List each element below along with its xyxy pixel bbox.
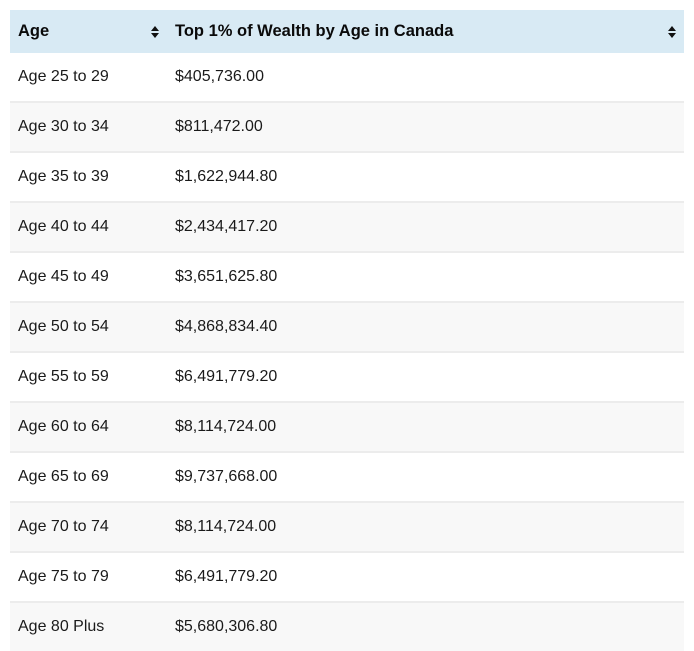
table-body: Age 25 to 29 $405,736.00 Age 30 to 34 $8… [10,53,684,651]
wealth-value-cell: $811,472.00 [167,101,684,152]
age-cell: Age 60 to 64 [10,401,167,452]
wealth-value-cell: $3,651,625.80 [167,251,684,302]
table-row: Age 80 Plus $5,680,306.80 [10,601,684,651]
table-row: Age 30 to 34 $811,472.00 [10,101,684,152]
table-row: Age 75 to 79 $6,491,779.20 [10,551,684,602]
age-cell: Age 45 to 49 [10,251,167,302]
table-row: Age 60 to 64 $8,114,724.00 [10,401,684,452]
wealth-value-cell: $2,434,417.20 [167,201,684,252]
age-cell: Age 35 to 39 [10,151,167,202]
table-row: Age 40 to 44 $2,434,417.20 [10,201,684,252]
age-cell: Age 25 to 29 [10,53,167,102]
age-cell: Age 30 to 34 [10,101,167,152]
sort-down-arrow-icon [151,32,159,38]
table-row: Age 50 to 54 $4,868,834.40 [10,301,684,352]
sort-icon[interactable] [668,25,676,38]
wealth-value-cell: $5,680,306.80 [167,601,684,651]
age-cell: Age 70 to 74 [10,501,167,552]
sort-down-arrow-icon [668,32,676,38]
column-header-wealth-label: Top 1% of Wealth by Age in Canada [175,22,454,40]
column-header-age[interactable]: Age [10,10,167,53]
table-row: Age 70 to 74 $8,114,724.00 [10,501,684,552]
wealth-value-cell: $8,114,724.00 [167,501,684,552]
wealth-value-cell: $1,622,944.80 [167,151,684,202]
header-row: Age Top 1% of Wealth by Age in Canada [10,10,684,53]
age-cell: Age 55 to 59 [10,351,167,402]
table-row: Age 35 to 39 $1,622,944.80 [10,151,684,202]
wealth-value-cell: $405,736.00 [167,53,684,102]
wealth-value-cell: $8,114,724.00 [167,401,684,452]
age-cell: Age 80 Plus [10,601,167,651]
table-row: Age 55 to 59 $6,491,779.20 [10,351,684,402]
age-cell: Age 75 to 79 [10,551,167,602]
table-header: Age Top 1% of Wealth by Age in Canada [10,10,684,53]
table-row: Age 45 to 49 $3,651,625.80 [10,251,684,302]
wealth-value-cell: $9,737,668.00 [167,451,684,502]
column-header-age-label: Age [18,22,50,40]
age-cell: Age 40 to 44 [10,201,167,252]
sort-icon[interactable] [151,25,159,38]
wealth-value-cell: $6,491,779.20 [167,551,684,602]
column-header-wealth[interactable]: Top 1% of Wealth by Age in Canada [167,10,684,53]
wealth-value-cell: $4,868,834.40 [167,301,684,352]
wealth-value-cell: $6,491,779.20 [167,351,684,402]
table-row: Age 65 to 69 $9,737,668.00 [10,451,684,502]
wealth-by-age-table: Age Top 1% of Wealth by Age in Canada [10,10,684,651]
age-cell: Age 50 to 54 [10,301,167,352]
age-cell: Age 65 to 69 [10,451,167,502]
sort-up-arrow-icon [668,25,676,31]
table-row: Age 25 to 29 $405,736.00 [10,53,684,102]
sort-up-arrow-icon [151,25,159,31]
